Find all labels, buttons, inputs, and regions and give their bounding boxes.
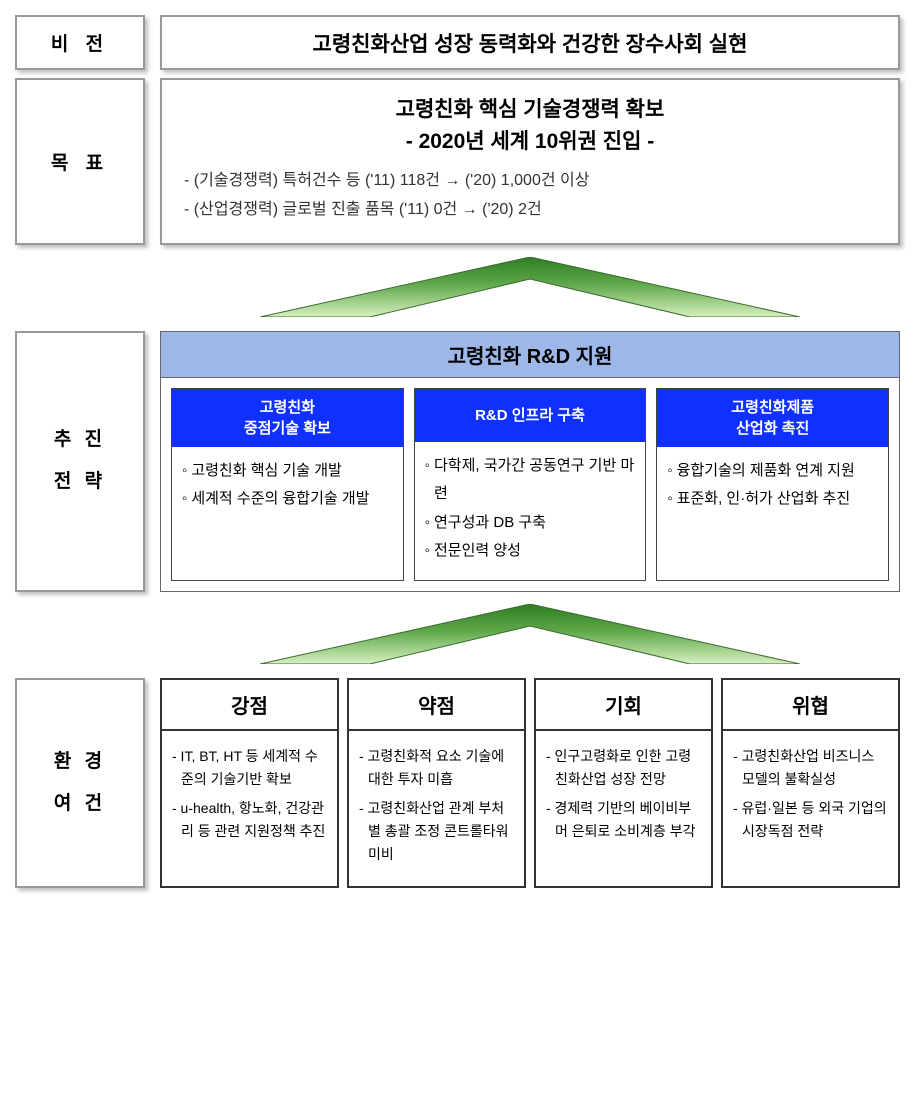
goal-row: 목 표 고령친화 핵심 기술경쟁력 확보 - 2020년 세계 10위권 진입 … <box>15 78 900 245</box>
goal-label: 목 표 <box>15 78 145 245</box>
swot-body-strength: - IT, BT, HT 등 세계적 수준의 기술기반 확보 - u-healt… <box>162 731 337 863</box>
swot-label-line1: 환 경 <box>54 751 106 772</box>
swot-header-strength: 강점 <box>162 680 337 731</box>
goal-content: 고령친화 핵심 기술경쟁력 확보 - 2020년 세계 10위권 진입 - - … <box>160 78 900 245</box>
strategy-content: 고령친화 R&D 지원 고령친화 중점기술 확보 ◦고령친화 핵심 기술 개발 … <box>160 331 900 592</box>
arrow-up-1 <box>15 257 900 317</box>
goal-details: - (기술경쟁력) 특허건수 등 ('11) 118건 → ('20) 1,00… <box>184 167 876 225</box>
strategy-col-2-header: 고령친화제품 산업화 촉진 <box>657 389 888 447</box>
strategy-header: 고령친화 R&D 지원 <box>161 332 899 378</box>
strategy-col-1-body: ◦다학제, 국가간 공동연구 기반 마련 ◦연구성과 DB 구축 ◦전문인력 양… <box>415 442 646 580</box>
swot-col-opportunity: 기회 - 인구고령화로 인한 고령친화산업 성장 전망 - 경제력 기반의 베이… <box>534 678 713 888</box>
swot-item: - 유럽·일본 등 외국 기업의 시장독점 전략 <box>733 797 888 843</box>
strategy-label-line1: 추 진 <box>54 429 106 450</box>
swot-header-threat: 위협 <box>723 680 898 731</box>
strategy-label: 추 진 전 략 <box>15 331 145 592</box>
strategy-col-2-body: ◦융합기술의 제품화 연계 지원 ◦표준화, 인·허가 산업화 추진 <box>657 447 888 528</box>
strategy-col-1: R&D 인프라 구축 ◦다학제, 국가간 공동연구 기반 마련 ◦연구성과 DB… <box>414 388 647 581</box>
swot-body-threat: - 고령친화산업 비즈니스 모델의 불확실성 - 유럽·일본 등 외국 기업의 … <box>723 731 898 863</box>
goal-title-line1: 고령친화 핵심 기술경쟁력 확보 <box>396 98 665 121</box>
swot-col-threat: 위협 - 고령친화산업 비즈니스 모델의 불확실성 - 유럽·일본 등 외국 기… <box>721 678 900 888</box>
arrow-up-2 <box>15 604 900 664</box>
vision-row: 비 전 고령친화산업 성장 동력화와 건강한 장수사회 실현 <box>15 15 900 70</box>
swot-content: 강점 - IT, BT, HT 등 세계적 수준의 기술기반 확보 - u-he… <box>160 678 900 888</box>
vision-content: 고령친화산업 성장 동력화와 건강한 장수사회 실현 <box>160 15 900 70</box>
swot-body-opportunity: - 인구고령화로 인한 고령친화산업 성장 전망 - 경제력 기반의 베이비부머… <box>536 731 711 863</box>
strategy-col-0-header: 고령친화 중점기술 확보 <box>172 389 403 447</box>
swot-col-strength: 강점 - IT, BT, HT 등 세계적 수준의 기술기반 확보 - u-he… <box>160 678 339 888</box>
vision-label: 비 전 <box>15 15 145 70</box>
swot-row: 환 경 여 건 강점 - IT, BT, HT 등 세계적 수준의 기술기반 확… <box>15 678 900 888</box>
swot-item: - u-health, 항노화, 건강관리 등 관련 지원정책 추진 <box>172 797 327 843</box>
strategy-item: ◦전문인력 양성 <box>425 537 636 566</box>
goal-detail-2: - (산업경쟁력) 글로벌 진출 품목 ('11) 0건 → ('20) 2건 <box>184 196 876 225</box>
swot-item: - 고령친화산업 관계 부처별 총괄 조정 콘트롤타워 미비 <box>359 797 514 866</box>
swot-item: - 인구고령화로 인한 고령친화산업 성장 전망 <box>546 745 701 791</box>
strategy-item: ◦융합기술의 제품화 연계 지원 <box>667 457 878 486</box>
goal-detail-1: - (기술경쟁력) 특허건수 등 ('11) 118건 → ('20) 1,00… <box>184 167 876 196</box>
swot-header-opportunity: 기회 <box>536 680 711 731</box>
swot-label-line2: 여 건 <box>54 793 106 814</box>
strategy-item: ◦세계적 수준의 융합기술 개발 <box>182 485 393 514</box>
strategy-columns: 고령친화 중점기술 확보 ◦고령친화 핵심 기술 개발 ◦세계적 수준의 융합기… <box>161 378 899 591</box>
strategy-item: ◦표준화, 인·허가 산업화 추진 <box>667 485 878 514</box>
goal-title-line2: - 2020년 세계 10위권 진입 - <box>406 130 654 153</box>
swot-col-weakness: 약점 - 고령친화적 요소 기술에 대한 투자 미흡 - 고령친화산업 관계 부… <box>347 678 526 888</box>
swot-body-weakness: - 고령친화적 요소 기술에 대한 투자 미흡 - 고령친화산업 관계 부처별 … <box>349 731 524 886</box>
arrow-up-icon <box>260 604 800 664</box>
arrow-up-icon <box>260 257 800 317</box>
swot-label: 환 경 여 건 <box>15 678 145 888</box>
strategy-item: ◦다학제, 국가간 공동연구 기반 마련 <box>425 452 636 509</box>
strategy-col-2: 고령친화제품 산업화 촉진 ◦융합기술의 제품화 연계 지원 ◦표준화, 인·허… <box>656 388 889 581</box>
goal-title: 고령친화 핵심 기술경쟁력 확보 - 2020년 세계 10위권 진입 - <box>184 94 876 157</box>
strategy-item: ◦연구성과 DB 구축 <box>425 509 636 538</box>
swot-item: - 고령친화적 요소 기술에 대한 투자 미흡 <box>359 745 514 791</box>
strategy-col-0: 고령친화 중점기술 확보 ◦고령친화 핵심 기술 개발 ◦세계적 수준의 융합기… <box>171 388 404 581</box>
strategy-label-line2: 전 략 <box>54 471 106 492</box>
strategy-col-0-body: ◦고령친화 핵심 기술 개발 ◦세계적 수준의 융합기술 개발 <box>172 447 403 528</box>
swot-item: - 고령친화산업 비즈니스 모델의 불확실성 <box>733 745 888 791</box>
swot-item: - 경제력 기반의 베이비부머 은퇴로 소비계층 부각 <box>546 797 701 843</box>
strategy-item: ◦고령친화 핵심 기술 개발 <box>182 457 393 486</box>
swot-header-weakness: 약점 <box>349 680 524 731</box>
swot-item: - IT, BT, HT 등 세계적 수준의 기술기반 확보 <box>172 745 327 791</box>
strategy-col-1-header: R&D 인프라 구축 <box>415 389 646 442</box>
strategy-row: 추 진 전 략 고령친화 R&D 지원 고령친화 중점기술 확보 ◦고령친화 핵… <box>15 331 900 592</box>
